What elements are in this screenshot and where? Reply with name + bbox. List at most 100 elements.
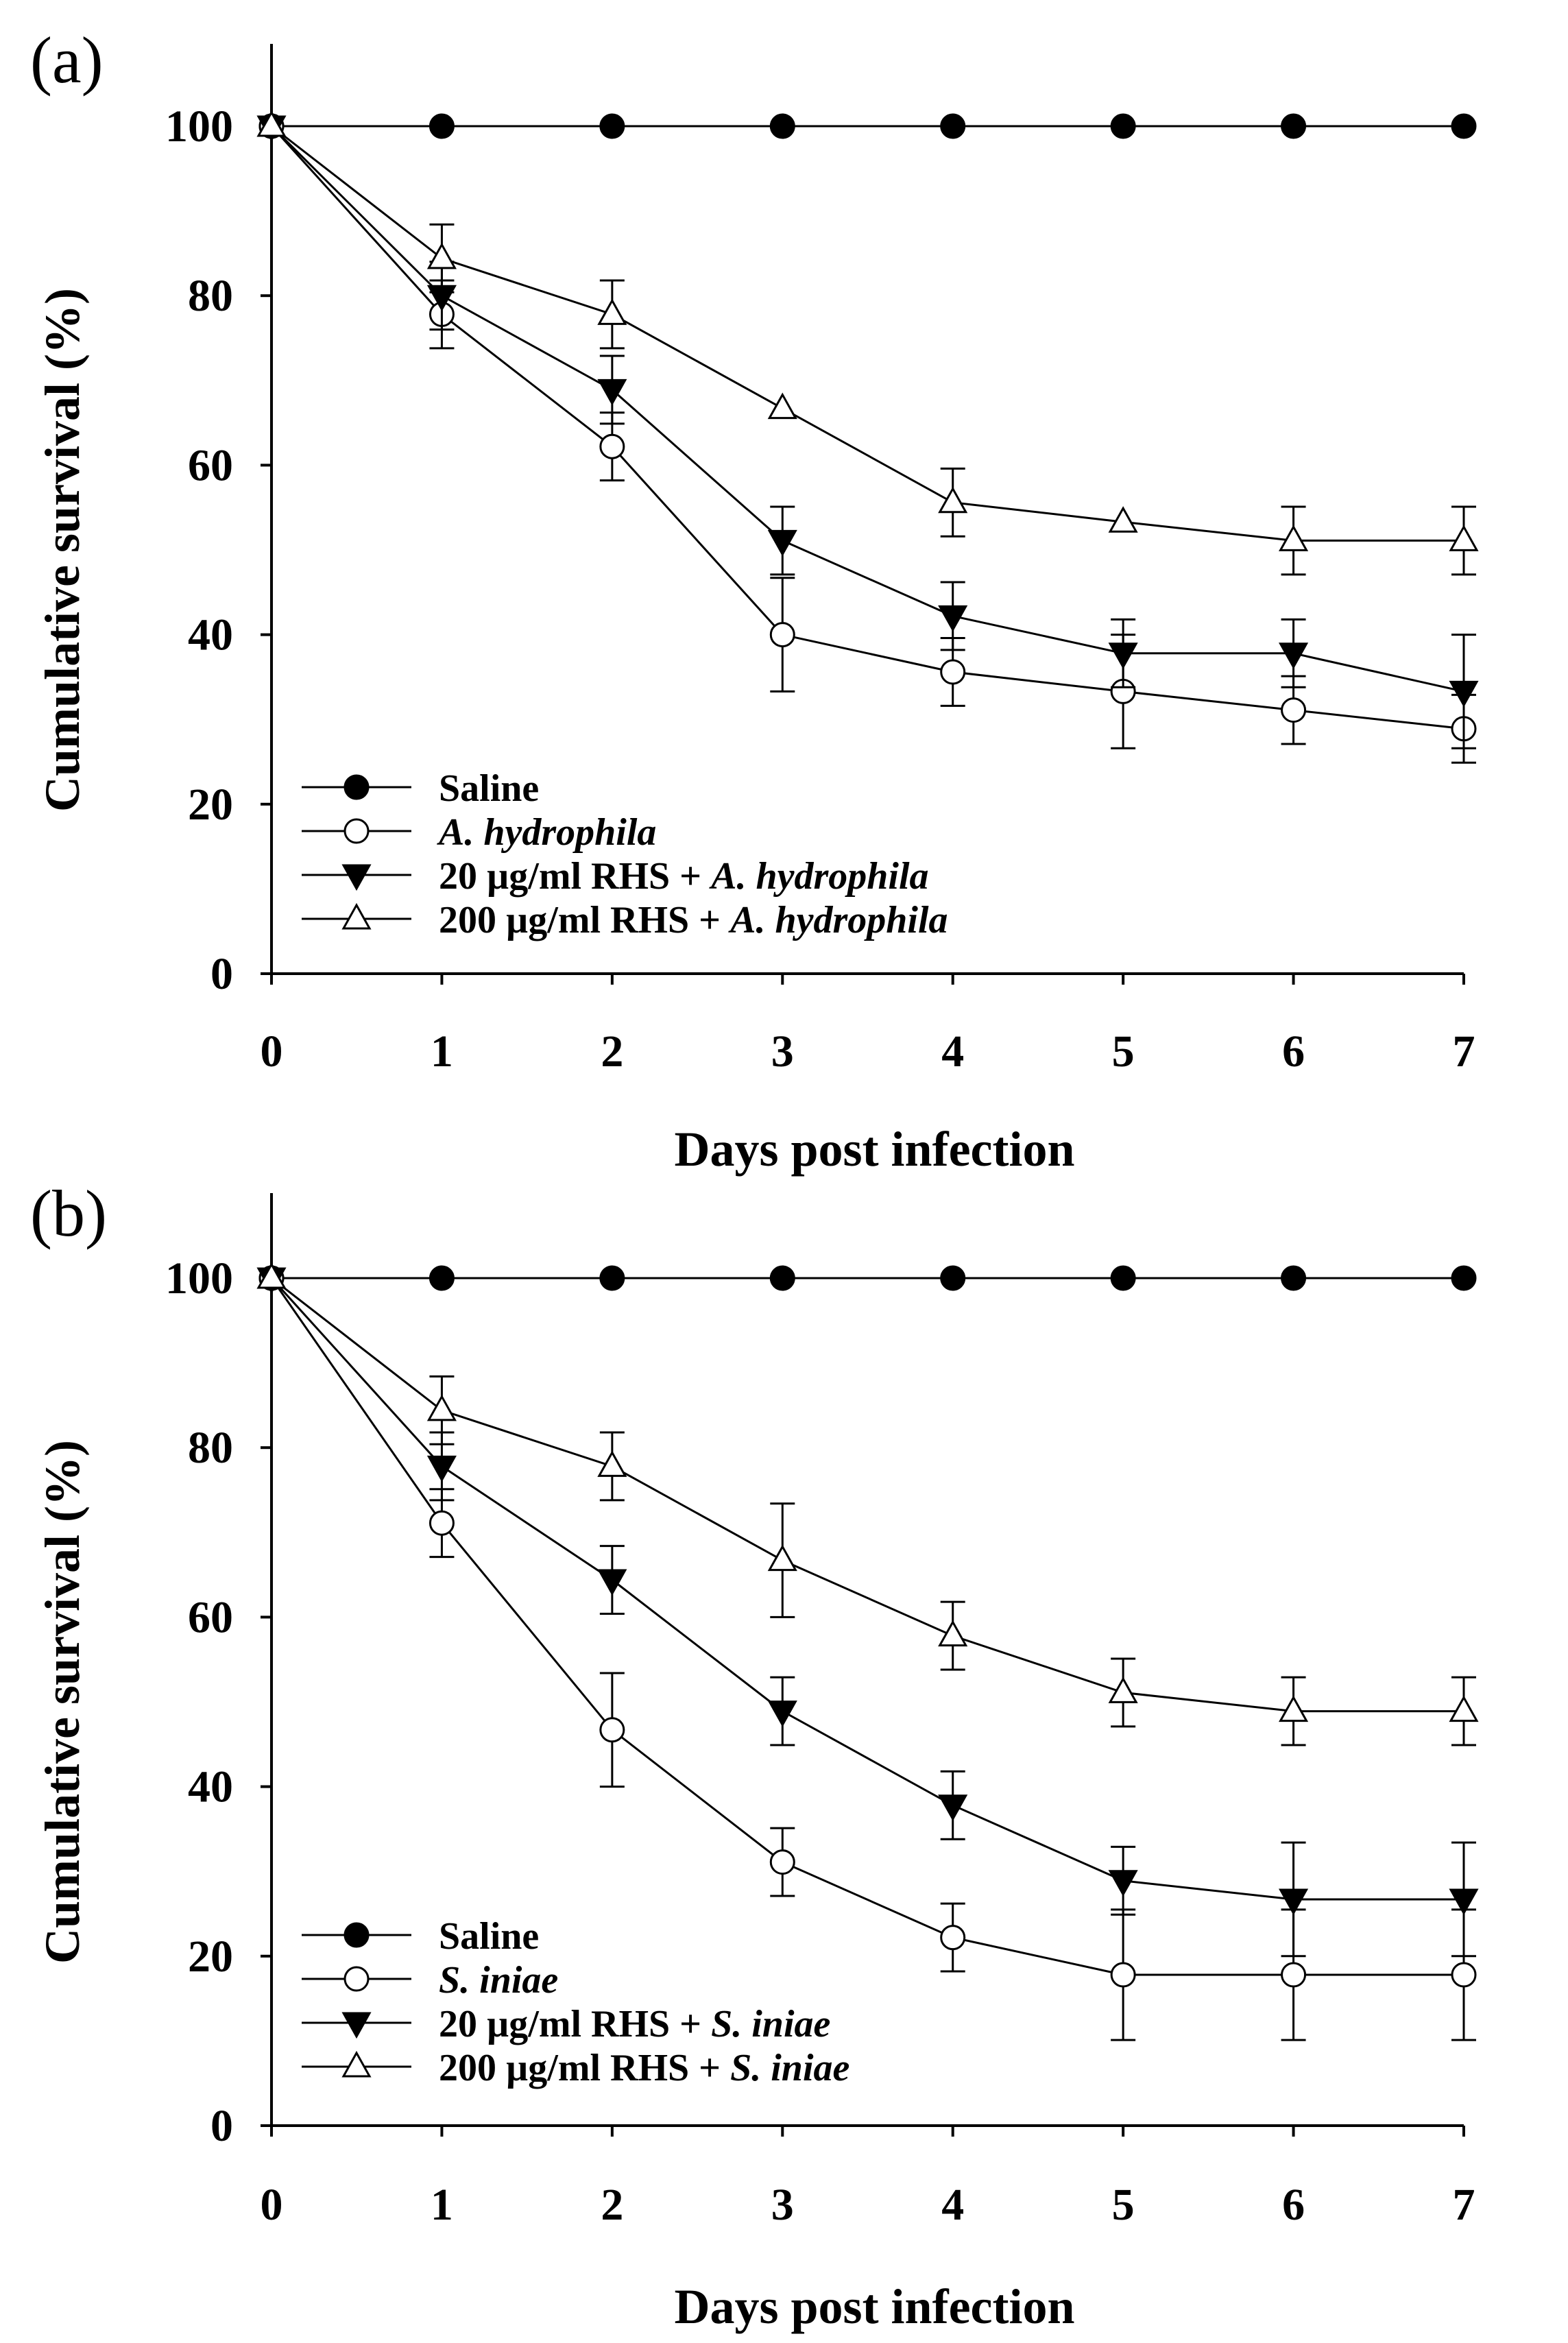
panel-a-data-point: [1110, 113, 1136, 139]
panel-b-x-tick-label: 7: [1453, 2180, 1475, 2230]
panel-a-data-point: [938, 486, 968, 514]
panel-b-data-point: [599, 1717, 625, 1743]
panel-a-series-3: [256, 115, 1479, 749]
panel-b-x-axis-title: Days post infection: [674, 2279, 1074, 2334]
panel-a-legend-marker: [341, 902, 372, 930]
panel-b-y-tick-label: 60: [188, 1592, 233, 1642]
panel-b-series-1: [258, 1265, 1477, 1291]
panel-a-data-point: [1449, 680, 1479, 708]
panel-b-data-point: [426, 1394, 457, 1421]
panel-a-x-tick-label: 6: [1282, 1026, 1305, 1077]
panel-b-data-point: [1108, 1677, 1138, 1703]
panel-b-y-tick-label: 80: [188, 1423, 233, 1473]
panel-b-legend-marker: [343, 1922, 370, 1948]
panel-b-data-point: [1110, 1265, 1136, 1291]
panel-b-legend-label: 200 µg/ml RHS + S. iniae: [439, 2047, 849, 2089]
panel-a-data-point: [1451, 113, 1477, 139]
panel-a-y-tick-label: 100: [165, 101, 233, 152]
panel-a-data-point: [767, 392, 797, 420]
panel-b-data-point: [1451, 1962, 1477, 1988]
panel-b-data-point: [429, 1265, 455, 1291]
panel-a-legend-label: Saline: [439, 767, 539, 810]
panel-b-data-point: [938, 1794, 968, 1821]
panel-a-x-tick-label: 4: [941, 1026, 964, 1077]
panel-a-legend-marker: [341, 864, 372, 891]
panel-a-data-point: [769, 113, 795, 139]
panel-b: (b) 0 20 40 60 80 100 0 1 2 3 4 5 6 7 Days post infecti…: [30, 1177, 1479, 2334]
panel-a-x-tick-label: 1: [431, 1026, 453, 1077]
panel-a-y-tick-label: 40: [188, 610, 233, 660]
panel-a-legend-label: 200 µg/ml RHS + A. hydrophila: [439, 899, 948, 941]
panel-a-data-point: [769, 622, 795, 648]
panel-a-series-1: [258, 113, 1477, 139]
panel-b-legend-marker: [341, 2050, 372, 2078]
panel-b-legend-marker: [343, 1966, 370, 1992]
panel-b-legend-marker: [341, 2012, 372, 2039]
panel-b-x-tick-label: 6: [1282, 2180, 1305, 2230]
panel-a-data-point: [1281, 697, 1307, 723]
panel-a-x-tick-label: 7: [1453, 1026, 1475, 1077]
panel-a-data-point: [767, 529, 797, 557]
panel-a-x-tick-label: 2: [601, 1026, 623, 1077]
panel-b-data-point: [769, 1849, 795, 1875]
panel-b-data-point: [256, 1262, 287, 1289]
panel-b-series-line: [270, 1277, 1464, 1976]
panel-b-data-point: [767, 1544, 797, 1572]
panel-a-legend-marker: [343, 818, 370, 844]
panel-b-data-point: [1449, 1888, 1479, 1916]
panel-a-y-tick-label: 0: [210, 949, 233, 999]
panel-a-data-point: [597, 379, 627, 406]
panel-b-series-3: [256, 1267, 1479, 1958]
panel-b-x-tick-label: 4: [941, 2180, 964, 2230]
panel-b-data-point: [1279, 1888, 1309, 1916]
panel-b-series-line: [271, 1277, 1464, 1713]
panel-b-data-point: [1449, 1695, 1479, 1722]
panel-b-legend-label: Saline: [439, 1915, 539, 1958]
panel-b-data-point: [938, 1620, 968, 1647]
panel-a-data-point: [426, 242, 457, 269]
panel-a-data-point: [597, 298, 627, 325]
panel-b-x-tick-label: 3: [771, 2180, 794, 2230]
panel-a-data-point: [1108, 506, 1138, 533]
panel-b-x-tick-label: 2: [601, 2180, 623, 2230]
panel-b-y-tick-label: 20: [188, 1932, 233, 1982]
panel-a-x-axis-title: Days post infection: [674, 1122, 1074, 1177]
panel-b-series-4: [256, 1262, 1479, 1746]
panel-a-series-2: [258, 113, 1477, 764]
panel-a-x-tick-label: 3: [771, 1026, 794, 1077]
panel-a: (a) 0 20 40 60 80 100 0 1 2 3 4 5 6 7 Days post infecti…: [30, 23, 1479, 1177]
panel-a-data-point: [599, 113, 625, 139]
panel-b-x-tick-label: 0: [261, 2180, 283, 2230]
panel-a-legend-marker: [343, 774, 370, 800]
panel-b-label: (b): [30, 1177, 107, 1250]
panel-b-y-axis-title: Cumulative survival (%): [35, 1440, 90, 1964]
panel-b-series-line: [270, 1277, 1464, 1901]
panel-a-series-line: [271, 125, 1464, 542]
panel-b-legend-label: S. iniae: [439, 1959, 558, 2002]
panel-a-data-point: [256, 110, 287, 137]
panel-b-y-tick-label: 100: [165, 1253, 233, 1303]
panel-a-data-point: [1281, 113, 1307, 139]
panel-b-data-point: [940, 1265, 966, 1291]
panel-b-data-point: [1281, 1962, 1307, 1988]
panel-a-series-line: [270, 125, 1464, 730]
panel-b-data-point: [1108, 1870, 1138, 1897]
panel-a-legend-label: 20 µg/ml RHS + A. hydrophila: [439, 855, 929, 898]
panel-b-data-point: [599, 1265, 625, 1291]
panel-b-data-point: [597, 1569, 627, 1596]
panel-a-data-point: [940, 659, 966, 685]
panel-b-legend-label: 20 µg/ml RHS + S. iniae: [439, 2003, 830, 2045]
panel-b-data-point: [769, 1265, 795, 1291]
panel-a-data-point: [1279, 525, 1309, 551]
panel-b-y-tick-label: 0: [210, 2101, 233, 2151]
panel-a-y-axis-title: Cumulative survival (%): [35, 288, 90, 812]
panel-b-x-tick-label: 1: [431, 2180, 453, 2230]
panel-a-legend-label: A. hydrophila: [437, 811, 656, 854]
panel-b-data-point: [426, 1455, 457, 1482]
panel-a-x-tick-label: 5: [1112, 1026, 1135, 1077]
panel-b-data-point: [429, 1510, 455, 1536]
panel-b-data-point: [597, 1450, 627, 1477]
panel-a-data-point: [429, 113, 455, 139]
